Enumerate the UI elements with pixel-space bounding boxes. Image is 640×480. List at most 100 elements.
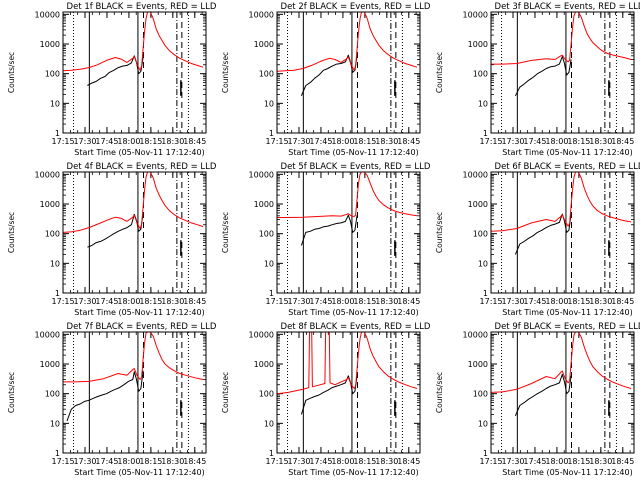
events-series-line bbox=[300, 54, 358, 96]
x-tick-label: 17:30 bbox=[73, 297, 96, 306]
y-tick-label: 10000 bbox=[463, 330, 488, 339]
chart-panel-det1: Det 1f BLACK = Events, RED = LLD Counts/s… bbox=[7, 2, 217, 157]
chart-panel-det7: Det 7f BLACK = Events, RED = LLD Counts/s… bbox=[7, 322, 217, 477]
x-tick-label: 18:00 bbox=[545, 137, 568, 146]
x-tick-label: 18:30 bbox=[375, 457, 398, 466]
lld-series-line bbox=[277, 332, 418, 395]
panel-title: Det 8f BLACK = Events, RED = LLD bbox=[281, 322, 431, 332]
x-tick-label: 18:45 bbox=[183, 297, 206, 306]
y-tick-label: 1 bbox=[483, 129, 488, 138]
y-tick-label: 100 bbox=[259, 390, 274, 399]
x-tick-label: 18:15 bbox=[139, 457, 162, 466]
y-axis-label: Counts/sec bbox=[435, 52, 444, 93]
x-tick-label: 18:15 bbox=[353, 457, 376, 466]
y-axis-label: Counts/sec bbox=[435, 372, 444, 413]
y-tick-label: 10 bbox=[264, 259, 274, 268]
events-series-line bbox=[514, 56, 572, 97]
x-tick-label: 18:15 bbox=[567, 457, 590, 466]
x-tick-label: 17:15 bbox=[480, 457, 503, 466]
x-tick-label: 18:30 bbox=[161, 297, 184, 306]
plot-frame bbox=[276, 171, 421, 294]
y-tick-label: 1 bbox=[55, 129, 60, 138]
y-tick-label: 10000 bbox=[35, 10, 60, 19]
panel-title: Det 3f BLACK = Events, RED = LLD bbox=[495, 2, 640, 12]
panel-title: Det 5f BLACK = Events, RED = LLD bbox=[281, 162, 431, 172]
y-tick-label: 1 bbox=[269, 449, 274, 458]
x-tick-label: 18:45 bbox=[611, 457, 634, 466]
plot-frame bbox=[490, 331, 635, 454]
y-tick-label: 10 bbox=[264, 419, 274, 428]
plot-frame bbox=[62, 171, 207, 294]
x-tick-label: 18:45 bbox=[397, 297, 420, 306]
x-tick-label: 18:30 bbox=[161, 137, 184, 146]
y-tick-label: 10000 bbox=[463, 170, 488, 179]
x-tick-label: 18:45 bbox=[611, 137, 634, 146]
chart-panel-det3: Det 3f BLACK = Events, RED = LLD Counts/s… bbox=[435, 2, 640, 157]
events-series-line bbox=[300, 375, 358, 415]
x-tick-label: 17:45 bbox=[95, 457, 118, 466]
x-axis-label: Start Time (05-Nov-11 17:12:40) bbox=[502, 468, 632, 477]
y-tick-label: 1 bbox=[483, 449, 488, 458]
y-tick-label: 1000 bbox=[468, 40, 488, 49]
chart-panel-det8: Det 8f BLACK = Events, RED = LLD Counts/s… bbox=[221, 322, 431, 477]
x-tick-label: 18:45 bbox=[183, 137, 206, 146]
chart-panel-det2: Det 2f BLACK = Events, RED = LLD Counts/s… bbox=[221, 2, 431, 157]
y-tick-label: 10 bbox=[478, 259, 488, 268]
x-tick-label: 18:30 bbox=[161, 457, 184, 466]
x-tick-label: 18:30 bbox=[589, 457, 612, 466]
panel-title: Det 9f BLACK = Events, RED = LLD bbox=[495, 322, 640, 332]
x-tick-label: 18:45 bbox=[397, 137, 420, 146]
x-tick-label: 17:45 bbox=[523, 137, 546, 146]
y-tick-label: 1 bbox=[269, 129, 274, 138]
y-tick-label: 10 bbox=[50, 259, 60, 268]
y-tick-label: 1000 bbox=[254, 200, 274, 209]
x-tick-label: 18:15 bbox=[567, 137, 590, 146]
events-series-line bbox=[87, 212, 144, 248]
chart-panel-det5: Det 5f BLACK = Events, RED = LLD Counts/s… bbox=[221, 162, 431, 317]
x-tick-label: 18:15 bbox=[353, 137, 376, 146]
series-group bbox=[277, 332, 418, 415]
x-axis-label: Start Time (05-Nov-11 17:12:40) bbox=[74, 468, 204, 477]
x-axis-label: Start Time (05-Nov-11 17:12:40) bbox=[502, 148, 632, 157]
x-tick-label: 17:30 bbox=[501, 137, 524, 146]
y-tick-label: 10000 bbox=[249, 170, 274, 179]
x-tick-label: 18:30 bbox=[375, 137, 398, 146]
panel-title: Det 1f BLACK = Events, RED = LLD bbox=[67, 2, 217, 12]
y-axis-label: Counts/sec bbox=[435, 212, 444, 253]
x-axis-label: Start Time (05-Nov-11 17:12:40) bbox=[288, 148, 418, 157]
x-tick-label: 18:30 bbox=[589, 137, 612, 146]
plot-frame bbox=[276, 11, 421, 134]
x-axis-label: Start Time (05-Nov-11 17:12:40) bbox=[502, 308, 632, 317]
series-group bbox=[63, 332, 204, 422]
y-tick-label: 10 bbox=[50, 99, 60, 108]
x-tick-label: 17:30 bbox=[287, 297, 310, 306]
x-axis-label: Start Time (05-Nov-11 17:12:40) bbox=[288, 308, 418, 317]
series-group bbox=[63, 172, 204, 248]
x-tick-label: 18:00 bbox=[117, 297, 140, 306]
y-tick-label: 1000 bbox=[468, 200, 488, 209]
lld-series-line bbox=[491, 332, 632, 393]
x-tick-label: 18:00 bbox=[117, 137, 140, 146]
x-tick-label: 17:15 bbox=[266, 457, 289, 466]
lld-series-line bbox=[277, 172, 418, 218]
y-axis-label: Counts/sec bbox=[221, 52, 230, 93]
panel-title: Det 2f BLACK = Events, RED = LLD bbox=[281, 2, 431, 12]
x-tick-label: 17:30 bbox=[73, 137, 96, 146]
y-tick-label: 10000 bbox=[35, 330, 60, 339]
y-tick-label: 1000 bbox=[40, 360, 60, 369]
lld-series-line bbox=[63, 172, 204, 233]
events-series-line bbox=[87, 55, 144, 86]
y-tick-label: 1 bbox=[483, 289, 488, 298]
y-axis-label: Counts/sec bbox=[7, 212, 16, 253]
y-tick-label: 1000 bbox=[40, 200, 60, 209]
panel-title: Det 6f BLACK = Events, RED = LLD bbox=[495, 162, 640, 172]
x-tick-label: 17:45 bbox=[95, 297, 118, 306]
panel-title: Det 4f BLACK = Events, RED = LLD bbox=[67, 162, 217, 172]
y-tick-label: 1000 bbox=[254, 40, 274, 49]
x-axis-label: Start Time (05-Nov-11 17:12:40) bbox=[288, 468, 418, 477]
x-tick-label: 18:15 bbox=[567, 297, 590, 306]
y-tick-label: 1 bbox=[55, 289, 60, 298]
y-tick-label: 10 bbox=[50, 419, 60, 428]
x-tick-label: 18:30 bbox=[589, 297, 612, 306]
